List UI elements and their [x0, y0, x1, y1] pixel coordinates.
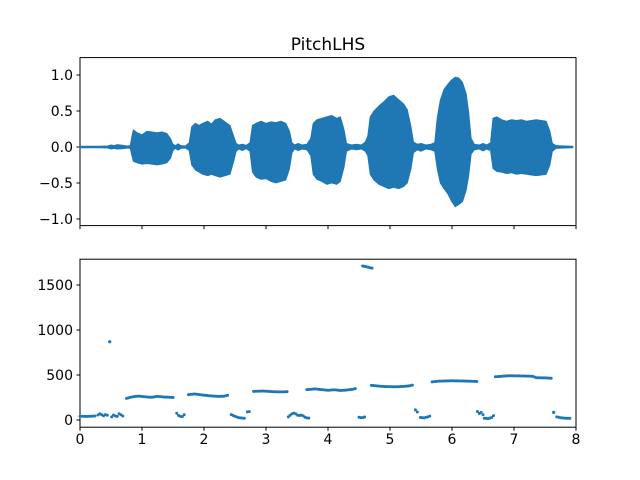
pitch-dot: [410, 383, 414, 387]
y-tick-label: 1000: [37, 323, 73, 339]
pitch-dot: [175, 411, 179, 415]
pitch-dot: [171, 395, 175, 399]
y-tick-label: 500: [46, 368, 73, 384]
pitch-dot: [490, 415, 494, 419]
pitch-dot: [353, 387, 357, 391]
pitch-dot: [568, 416, 572, 420]
x-tick-label: 3: [262, 432, 271, 448]
pitch-dot: [247, 410, 251, 414]
y-tick-label: 1.0: [51, 68, 73, 84]
pitch-dot: [226, 393, 230, 397]
waveform-envelope: [79, 76, 574, 208]
y-tick-label: 0.0: [51, 140, 73, 156]
pitch-dot: [475, 379, 479, 383]
chart-title: PitchLHS: [291, 35, 365, 55]
pitch-dot: [285, 390, 289, 394]
y-tick-label: −0.5: [39, 176, 73, 192]
pitch-dot: [552, 410, 556, 414]
x-tick-label: 6: [448, 432, 457, 448]
pitch-dot: [307, 416, 311, 420]
pitch-dot: [105, 413, 109, 417]
pitch-dot: [549, 376, 553, 380]
pitch-dot: [479, 410, 483, 414]
x-tick-label: 2: [200, 432, 209, 448]
pitch-dot: [363, 415, 367, 419]
pitch-subplot: 0 1 2 3 4 5 6 7 8 0 500 1000 1500: [37, 258, 581, 448]
pitch-dot: [121, 414, 125, 418]
pitch-dot: [428, 414, 432, 418]
pitch-dot: [370, 266, 374, 270]
pitch-dot: [108, 340, 112, 344]
pitch-dot: [475, 409, 479, 413]
y-tick-label: 1500: [37, 278, 73, 294]
y-tick-label: 0: [64, 413, 73, 429]
x-tick-label: 8: [572, 432, 581, 448]
pitch-dot: [242, 416, 246, 420]
x-tick-label: 4: [324, 432, 333, 448]
x-tick-label: 1: [138, 432, 147, 448]
pitch-dot: [415, 410, 419, 414]
pitch-dot: [115, 414, 119, 418]
x-tick-label: 5: [386, 432, 395, 448]
y-tick-label: 0.5: [51, 104, 73, 120]
waveform-subplot: 1.0 0.5 0.0 −0.5 −1.0: [39, 57, 577, 230]
y-tick-label: −1.0: [39, 212, 73, 228]
pitch-dot: [180, 415, 184, 419]
x-tick-label: 7: [510, 432, 519, 448]
pitch-dot: [481, 413, 485, 417]
pitch-dot: [182, 413, 186, 417]
pitch-dot: [93, 414, 97, 418]
x-tick-label: 0: [76, 432, 85, 448]
pitch-dot: [492, 414, 496, 418]
axes-spines: [79, 258, 577, 428]
pitch-dot: [413, 408, 417, 412]
